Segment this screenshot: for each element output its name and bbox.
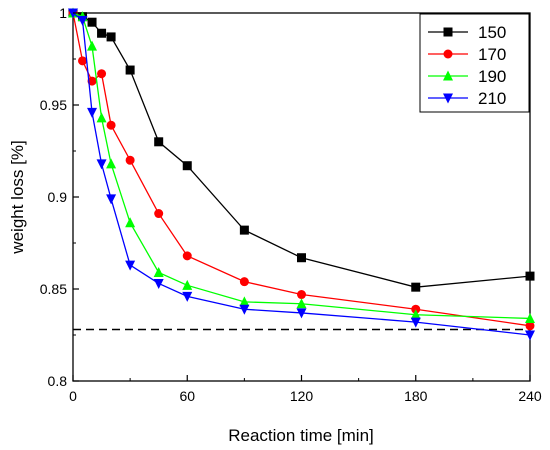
series-layer (68, 7, 535, 341)
data-point-210 (296, 308, 307, 319)
data-point-170 (411, 304, 421, 314)
legend-box (419, 13, 530, 113)
data-point-170 (97, 69, 107, 79)
data-point-210 (106, 194, 117, 205)
x-tick-label: 60 (179, 388, 195, 404)
data-point-190 (153, 266, 164, 277)
y-axis-title: weight loss [%] (8, 140, 27, 254)
y-tick-label: 0.9 (48, 189, 68, 205)
data-point-150 (297, 253, 306, 263)
data-point-170 (182, 251, 192, 261)
data-point-210 (77, 15, 88, 26)
legend-label-150: 150 (478, 23, 506, 42)
data-point-210 (525, 330, 535, 341)
data-point-170 (78, 56, 88, 66)
y-tick-label: 0.95 (40, 97, 67, 113)
data-point-150 (125, 65, 135, 75)
legend-marker-210 (443, 93, 453, 104)
series-210 (68, 8, 535, 341)
legend-label-190: 190 (478, 67, 506, 86)
y-tick-label: 1 (59, 5, 67, 21)
legend-marker-150 (443, 27, 453, 37)
legend-label-210: 210 (478, 89, 506, 108)
x-tick-label: 120 (290, 388, 314, 404)
data-point-150 (525, 271, 535, 281)
data-point-170 (106, 120, 116, 130)
data-point-210 (125, 260, 136, 271)
data-point-170 (297, 290, 306, 300)
data-point-150 (106, 32, 116, 42)
legend: 150 170 190 210 (419, 13, 530, 113)
data-point-170 (87, 76, 97, 86)
data-point-210 (87, 107, 98, 118)
data-point-190 (87, 40, 98, 51)
data-point-150 (411, 282, 421, 292)
data-point-210 (410, 317, 421, 328)
data-point-190 (410, 309, 421, 320)
data-point-210 (182, 291, 193, 302)
series-line-210 (72, 12, 531, 336)
x-tick-label: 240 (518, 388, 542, 404)
data-point-190 (106, 158, 117, 169)
data-point-210 (239, 304, 250, 315)
legend-marker-190 (443, 70, 453, 81)
x-tick-label: 0 (69, 388, 77, 404)
legend-label-170: 170 (478, 45, 506, 64)
data-point-150 (239, 225, 249, 235)
x-axis: 0 60 120 180 240 (69, 375, 542, 404)
data-point-190 (296, 298, 307, 309)
x-tick-label: 180 (404, 388, 428, 404)
y-tick-label: 0.8 (48, 373, 68, 389)
data-point-170 (125, 155, 135, 165)
data-point-150 (182, 161, 192, 171)
series-170 (68, 8, 535, 331)
data-point-190 (96, 112, 107, 123)
data-point-150 (87, 17, 97, 27)
data-point-190 (182, 279, 193, 290)
series-line-190 (72, 12, 531, 320)
legend-marker-170 (443, 49, 453, 59)
data-point-190 (525, 312, 535, 323)
data-point-190 (239, 296, 250, 307)
data-point-150 (154, 137, 164, 147)
data-point-170 (239, 277, 249, 287)
y-axis: 0.8 0.85 0.9 0.95 1 (40, 5, 79, 389)
data-point-170 (525, 321, 535, 331)
data-point-190 (125, 217, 136, 228)
data-point-210 (96, 159, 107, 170)
y-tick-label: 0.85 (40, 281, 67, 297)
x-axis-title: Reaction time [min] (228, 426, 374, 445)
data-point-150 (97, 28, 107, 38)
data-point-170 (154, 209, 164, 219)
data-point-210 (153, 278, 164, 289)
